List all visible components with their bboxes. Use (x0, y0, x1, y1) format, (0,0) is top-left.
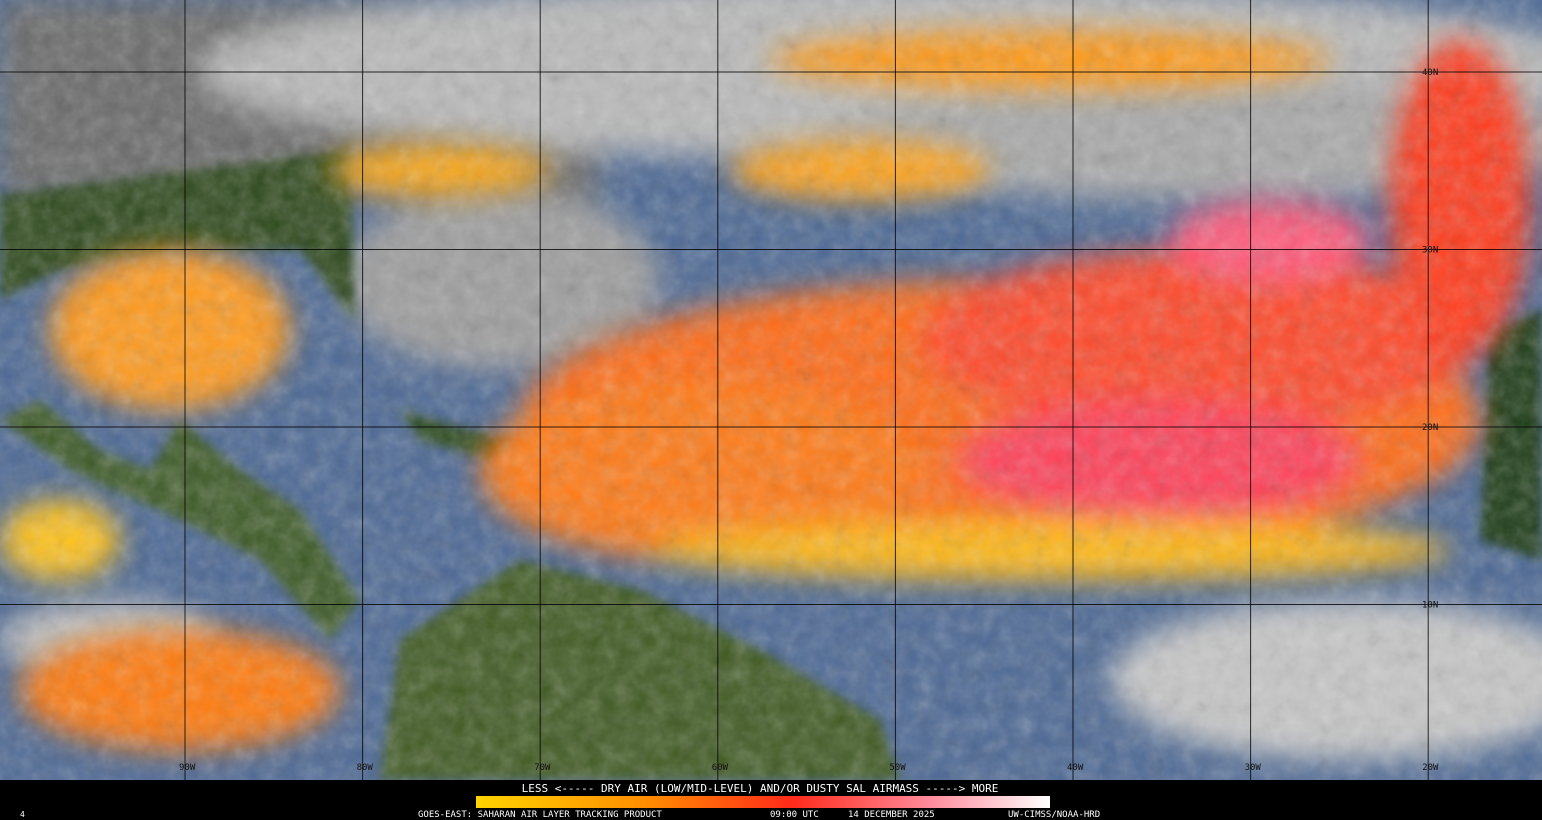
date: 14 DECEMBER 2025 (848, 810, 935, 820)
latitude-label: 20N (1422, 423, 1438, 433)
latitude-label: 30N (1422, 246, 1438, 256)
longitude-label: 80W (357, 763, 374, 773)
imagery: 40N 30N 20N 10N 90W 80W 70W 60W 50W 40W 30W 20W (0, 0, 1542, 780)
latitude-label: 40N (1422, 68, 1438, 78)
product-name: GOES-EAST: SAHARAN AIR LAYER TRACKING PR… (418, 810, 662, 820)
longitude-label: 30W (1245, 763, 1262, 773)
longitude-label: 40W (1067, 763, 1084, 773)
longitude-label: 70W (534, 763, 551, 773)
legend-caption: LESS <----- DRY AIR (LOW/MID-LEVEL) AND/… (522, 782, 999, 795)
frame-number: 4 (20, 810, 25, 819)
longitude-label: 90W (179, 763, 196, 773)
longitude-label: 50W (889, 763, 906, 773)
color-bar (476, 796, 1050, 808)
credit: UW-CIMSS/NOAA-HRD (1008, 810, 1100, 820)
time: 09:00 UTC (770, 810, 819, 820)
longitude-label: 60W (712, 763, 729, 773)
longitude-label: 20W (1422, 763, 1439, 773)
latitude-label: 10N (1422, 601, 1438, 611)
lat-lon-grid: 40N 30N 20N 10N 90W 80W 70W 60W 50W 40W 30W 20W (0, 0, 1542, 780)
